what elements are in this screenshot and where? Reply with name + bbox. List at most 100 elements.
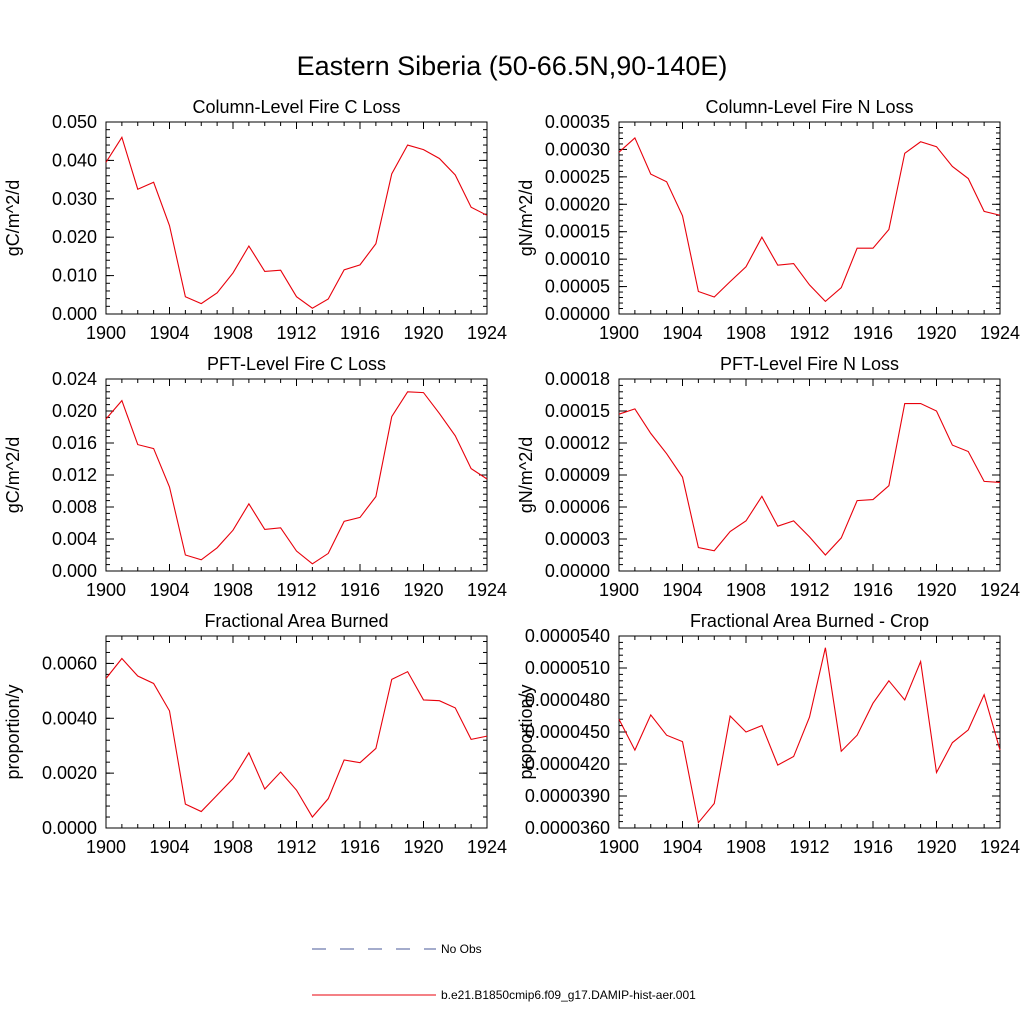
y-tick-label: 0.016 <box>52 433 97 453</box>
legend-label-no-obs: No Obs <box>441 942 482 956</box>
y-tick-label: 0.0000450 <box>525 722 610 742</box>
y-tick-label: 0.00010 <box>545 249 610 269</box>
y-tick-label: 0.020 <box>52 227 97 247</box>
y-axis-label: gN/m^2/d <box>516 437 536 513</box>
y-tick-label: 0.00009 <box>545 465 610 485</box>
y-axis-label: gC/m^2/d <box>3 180 23 256</box>
x-tick-label: 1916 <box>340 837 380 857</box>
x-tick-label: 1900 <box>86 837 126 857</box>
y-tick-label: 0.024 <box>52 369 97 389</box>
y-tick-label: 0.000 <box>52 561 97 581</box>
x-tick-label: 1916 <box>853 580 893 600</box>
x-tick-label: 1908 <box>213 323 253 343</box>
x-tick-label: 1908 <box>213 837 253 857</box>
plot-frame <box>618 635 1001 829</box>
x-tick-label: 1900 <box>599 580 639 600</box>
y-tick-label: 0.00018 <box>545 369 610 389</box>
y-tick-label: 0.0000540 <box>525 626 610 646</box>
legend-label-model: b.e21.B1850cmip6.f09_g17.DAMIP-hist-aer.… <box>441 988 696 1002</box>
panel-1: Column-Level Fire C Loss gC/m^2/d 1900 1904… <box>3 97 507 343</box>
y-tick-label: 0.00030 <box>545 139 610 159</box>
y-tick-label: 0.00005 <box>545 277 610 297</box>
panel-title: Column-Level Fire N Loss <box>705 97 913 117</box>
y-tick-label: 0.00000 <box>545 561 610 581</box>
y-tick-label: 0.0060 <box>42 653 97 673</box>
x-tick-label: 1908 <box>726 323 766 343</box>
x-tick-label: 1904 <box>149 837 189 857</box>
panels: Column-Level Fire C Loss gC/m^2/d 1900 1904… <box>3 97 1020 857</box>
x-tick-label: 1900 <box>86 580 126 600</box>
x-tick-label: 1920 <box>916 323 956 343</box>
x-tick-label: 1912 <box>789 837 829 857</box>
panel-6: Fractional Area Burned - Crop proportion/… <box>516 611 1020 857</box>
x-tick-label: 1908 <box>726 580 766 600</box>
legend: No Obs b.e21.B1850cmip6.f09_g17.DAMIP-hi… <box>312 942 696 1002</box>
x-tick-label: 1920 <box>403 837 443 857</box>
x-tick-label: 1908 <box>726 837 766 857</box>
y-tick-label: 0.010 <box>52 266 97 286</box>
panel-4: PFT-Level Fire N Loss gN/m^2/d 1900 1904 190… <box>516 354 1020 600</box>
x-tick-label: 1924 <box>980 837 1020 857</box>
series-line <box>105 657 488 818</box>
panel-5: Fractional Area Burned proportion/y 1900 19… <box>3 611 507 857</box>
x-tick-label: 1924 <box>467 837 507 857</box>
x-tick-label: 1920 <box>403 580 443 600</box>
y-tick-label: 0.00000 <box>545 304 610 324</box>
y-tick-label: 0.0000480 <box>525 690 610 710</box>
figure-title: Eastern Siberia (50-66.5N,90-140E) <box>297 51 728 81</box>
x-tick-label: 1916 <box>853 323 893 343</box>
y-tick-label: 0.0000420 <box>525 754 610 774</box>
plot-frame <box>105 635 488 829</box>
x-tick-label: 1916 <box>340 323 380 343</box>
y-tick-label: 0.00003 <box>545 529 610 549</box>
x-tick-label: 1920 <box>403 323 443 343</box>
x-tick-label: 1908 <box>213 580 253 600</box>
series-line <box>105 391 488 565</box>
panel-title: Fractional Area Burned <box>204 611 388 631</box>
x-tick-label: 1924 <box>980 580 1020 600</box>
x-tick-label: 1900 <box>599 323 639 343</box>
series-line <box>105 136 488 309</box>
y-axis-label: gC/m^2/d <box>3 437 23 513</box>
x-tick-label: 1904 <box>662 837 702 857</box>
y-tick-label: 0.000 <box>52 304 97 324</box>
y-tick-label: 0.00015 <box>545 401 610 421</box>
series-line <box>618 136 1001 303</box>
plot-frame <box>105 121 488 315</box>
series-line <box>618 402 1001 556</box>
x-tick-label: 1900 <box>86 323 126 343</box>
x-tick-label: 1920 <box>916 580 956 600</box>
y-tick-label: 0.0000510 <box>525 658 610 678</box>
x-tick-label: 1916 <box>853 837 893 857</box>
plot-frame <box>105 378 488 572</box>
y-tick-label: 0.00025 <box>545 167 610 187</box>
x-tick-label: 1912 <box>789 323 829 343</box>
y-tick-label: 0.0040 <box>42 708 97 728</box>
y-axis-label: proportion/y <box>3 684 23 779</box>
x-tick-label: 1904 <box>149 323 189 343</box>
x-tick-label: 1924 <box>467 323 507 343</box>
x-tick-label: 1912 <box>276 323 316 343</box>
x-tick-label: 1924 <box>467 580 507 600</box>
x-tick-label: 1916 <box>340 580 380 600</box>
y-tick-label: 0.0000 <box>42 818 97 838</box>
y-tick-label: 0.0000360 <box>525 818 610 838</box>
y-tick-label: 0.050 <box>52 112 97 132</box>
x-tick-label: 1912 <box>276 837 316 857</box>
y-tick-label: 0.004 <box>52 529 97 549</box>
y-tick-label: 0.0020 <box>42 763 97 783</box>
y-tick-label: 0.00020 <box>545 194 610 214</box>
y-axis-label: gN/m^2/d <box>516 180 536 256</box>
y-tick-label: 0.00035 <box>545 112 610 132</box>
x-tick-label: 1920 <box>916 837 956 857</box>
panel-2: Column-Level Fire N Loss gN/m^2/d 1900 1904… <box>516 97 1020 343</box>
x-tick-label: 1904 <box>662 580 702 600</box>
y-tick-label: 0.020 <box>52 401 97 421</box>
panel-3: PFT-Level Fire C Loss gC/m^2/d 1900 1904 190… <box>3 354 507 600</box>
x-tick-label: 1912 <box>789 580 829 600</box>
y-tick-label: 0.00006 <box>545 497 610 517</box>
x-tick-label: 1904 <box>149 580 189 600</box>
series-line <box>618 647 1001 824</box>
plot-frame <box>618 378 1001 572</box>
y-tick-label: 0.030 <box>52 189 97 209</box>
